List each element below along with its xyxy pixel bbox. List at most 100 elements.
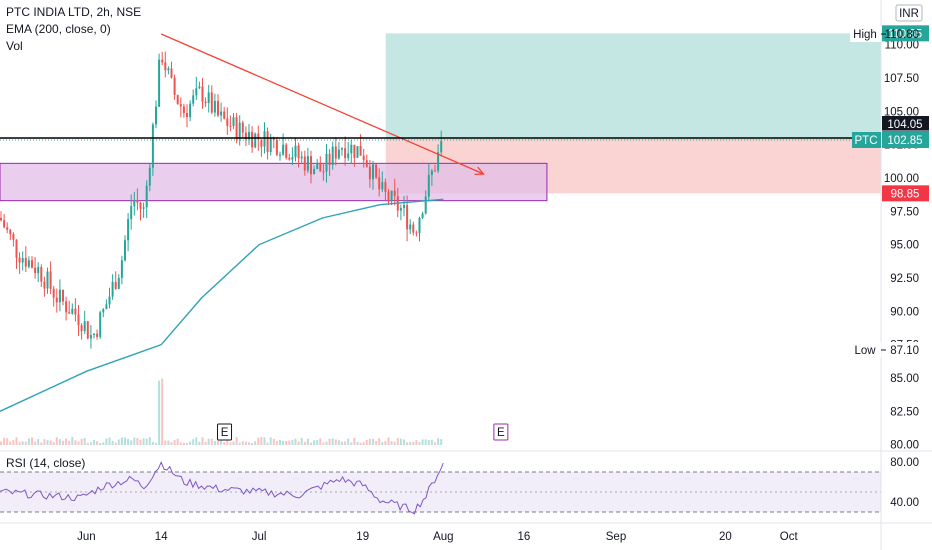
earnings-marker-label: E	[221, 427, 229, 439]
candle-body	[207, 92, 210, 104]
volume-legend[interactable]: Vol	[6, 39, 23, 53]
volume-bar	[440, 439, 443, 445]
candle-body	[130, 206, 133, 220]
volume-bar	[145, 438, 148, 445]
candle-body	[15, 239, 18, 258]
candle-body	[241, 122, 244, 133]
rsi-legend[interactable]: RSI (14, close)	[6, 456, 86, 470]
candle-body	[390, 190, 393, 202]
volume-bar	[365, 440, 368, 445]
price-tick-label: 95.00	[890, 240, 919, 252]
profit-zone	[385, 33, 881, 141]
symbol-legend[interactable]: PTC INDIA LTD, 2h, NSE	[6, 5, 142, 19]
target-price-tag-bg	[882, 25, 929, 42]
volume-bar	[427, 439, 430, 445]
candle-body	[21, 257, 24, 263]
volume-bar	[328, 438, 331, 445]
candle-body	[6, 227, 9, 230]
volume-bar	[300, 437, 303, 445]
candle-body	[46, 271, 49, 289]
volume-bar	[282, 440, 285, 445]
ema-legend[interactable]: EMA (200, close, 0)	[6, 22, 111, 36]
volume-bar	[179, 442, 182, 445]
volume-bar	[21, 441, 24, 445]
candle-body	[424, 196, 427, 214]
volume-bar	[248, 442, 250, 445]
candle-body	[223, 111, 226, 119]
volume-bar	[155, 442, 157, 445]
candle-body	[68, 312, 71, 314]
candle-body	[31, 260, 33, 268]
volume-bar	[337, 440, 340, 445]
volume-bar	[139, 439, 142, 445]
line-price-tag-bg	[882, 116, 929, 132]
candle-body	[266, 131, 269, 153]
candle-body	[18, 257, 21, 263]
candle-body	[124, 240, 126, 261]
volume-bar	[62, 440, 64, 445]
volume-bar	[403, 439, 405, 445]
candle-body	[133, 200, 136, 207]
volume-bar	[409, 442, 412, 445]
volume-bar	[257, 437, 260, 445]
ptc-symbol-bg	[852, 132, 881, 148]
candle-body	[226, 118, 229, 126]
volume-bar	[421, 439, 424, 445]
volume-bar	[83, 438, 86, 445]
currency-text: INR	[899, 8, 919, 20]
candle-body	[167, 68, 170, 71]
volume-bar	[313, 440, 316, 445]
volume-bar	[235, 437, 238, 445]
volume-bar	[161, 378, 164, 445]
volume-bar	[127, 438, 130, 445]
last-price-tag: PTC 102.85	[852, 132, 929, 148]
candle-body	[399, 208, 402, 211]
candle-body	[62, 289, 64, 302]
candle-body	[204, 101, 207, 104]
candle-body	[297, 145, 300, 159]
candle-body	[347, 153, 350, 159]
candle-body	[440, 141, 443, 153]
volume-bar	[133, 437, 136, 445]
candle-body	[306, 156, 309, 171]
candle-body	[325, 153, 328, 172]
candle-body	[182, 106, 185, 114]
volume-bar	[269, 437, 272, 445]
candle-body	[430, 170, 433, 175]
volume-bar	[368, 438, 371, 445]
candle-body	[0, 218, 2, 221]
volume-bar	[182, 442, 185, 445]
volume-bar	[148, 437, 151, 445]
volume-bar	[102, 442, 105, 445]
candle-body	[313, 168, 316, 175]
candle-body	[198, 86, 201, 89]
low-value-text: 87.10	[890, 345, 919, 357]
low-label: Low 87.10	[850, 342, 929, 358]
candle-body	[375, 164, 378, 178]
candle-body	[80, 325, 83, 332]
volume-bar	[294, 438, 297, 445]
candle-body	[179, 104, 182, 107]
volume-bar	[322, 442, 325, 445]
volume-bar	[341, 441, 343, 445]
candle-body	[9, 229, 12, 235]
volume-bar	[297, 441, 300, 445]
candle-body	[27, 260, 30, 267]
ptc-value-bg	[882, 132, 929, 148]
candle-body	[257, 133, 260, 140]
volume-bar	[260, 437, 263, 445]
candle-body	[99, 312, 102, 337]
high-label-text: High	[853, 29, 877, 41]
volume-bar	[415, 440, 418, 445]
volume-bar	[434, 442, 436, 445]
volume-bar	[244, 441, 247, 445]
candle-body	[37, 267, 40, 274]
volume-bar	[24, 441, 27, 445]
low-label-text: Low	[854, 345, 876, 357]
volume-bar	[71, 437, 74, 445]
candle-body	[434, 170, 436, 172]
volume-bar	[151, 441, 154, 445]
candle-body	[49, 271, 52, 289]
trendline	[160, 33, 484, 175]
